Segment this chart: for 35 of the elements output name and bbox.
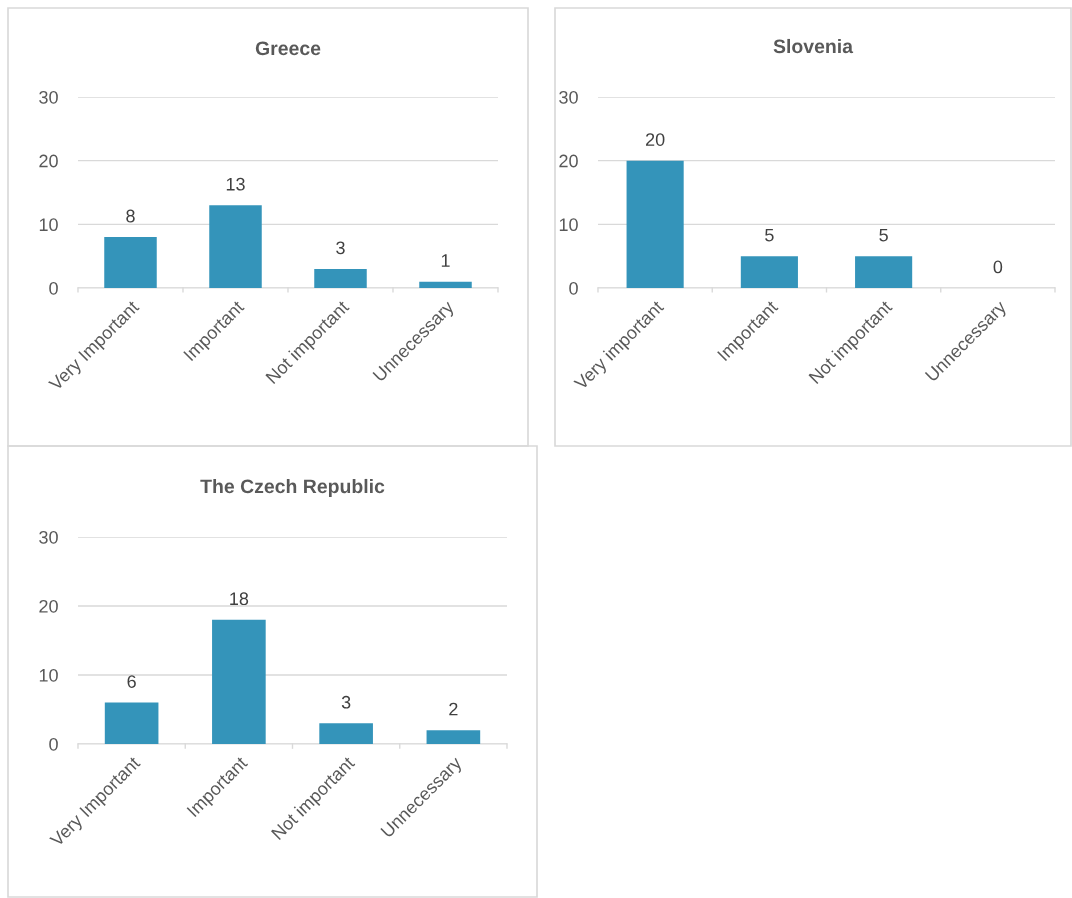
data-label: 1 — [441, 254, 450, 267]
data-label: 8 — [126, 209, 135, 223]
y-tick-label: 30 — [39, 530, 58, 544]
bar — [319, 723, 373, 744]
chart-title: Slovenia — [773, 38, 854, 54]
data-label: 5 — [765, 228, 774, 242]
data-label: 6 — [127, 675, 136, 688]
data-label: 0 — [993, 260, 1003, 274]
data-label: 13 — [226, 177, 245, 191]
y-tick-label: 20 — [39, 154, 58, 168]
bar — [104, 702, 159, 744]
y-tick-label: 0 — [49, 281, 58, 295]
y-tick-label: 30 — [39, 90, 58, 104]
chart-title: The Czech Republic — [200, 478, 385, 498]
y-tick-label: 20 — [39, 599, 58, 613]
data-label: 3 — [341, 695, 351, 709]
data-label: 18 — [230, 592, 249, 606]
y-tick-label: 10 — [39, 218, 58, 232]
data-label: 3 — [336, 241, 345, 255]
bar — [212, 619, 266, 744]
y-tick-label: 0 — [569, 281, 578, 295]
y-tick-label: 20 — [559, 154, 578, 168]
bar — [426, 730, 481, 744]
y-tick-label: 10 — [39, 668, 58, 682]
y-tick-label: 10 — [559, 218, 578, 232]
bar — [314, 268, 367, 288]
y-tick-label: 30 — [559, 90, 578, 104]
bar — [209, 205, 262, 288]
y-tick-label: 0 — [49, 737, 58, 751]
data-label: 5 — [879, 228, 888, 242]
chart-title: Greece — [255, 41, 321, 56]
data-label: 20 — [645, 133, 665, 146]
bar — [104, 237, 157, 288]
bar — [419, 281, 472, 288]
data-label: 2 — [449, 702, 458, 716]
